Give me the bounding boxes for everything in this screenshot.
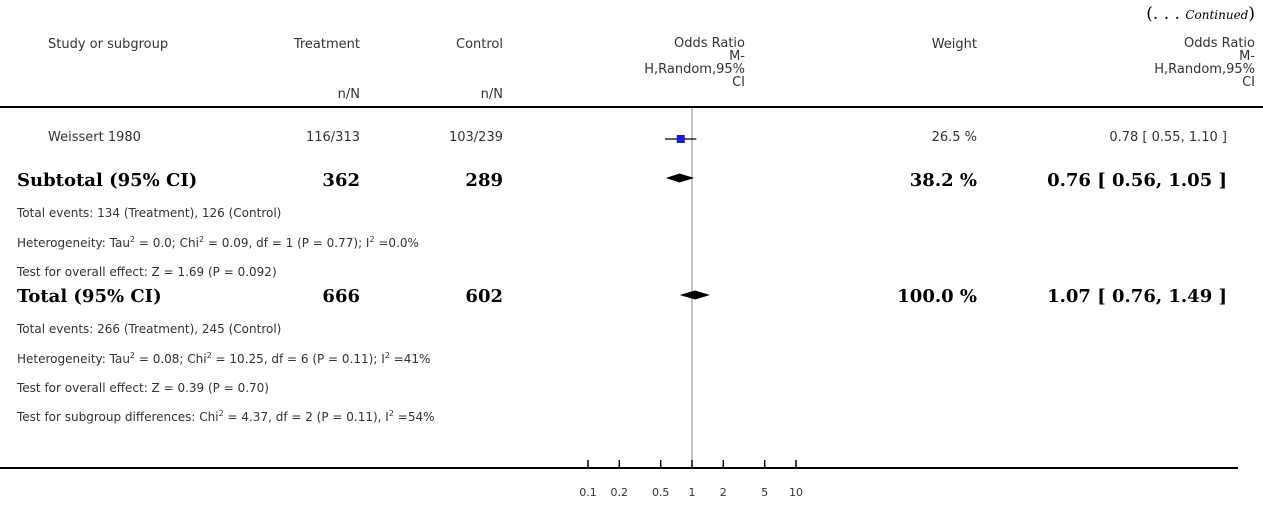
axis-tick-label: 5	[761, 486, 768, 499]
axis-tick-label: 0.2	[611, 486, 629, 499]
axis-tick-label: 1	[689, 486, 696, 499]
axis-tick-label: 10	[789, 486, 803, 499]
header-or-plot-line1: Odds Ratio	[673, 36, 745, 51]
header-treatment-unit: n/N	[337, 87, 360, 102]
study-treatment: 116/313	[305, 130, 360, 145]
total-treatment: 666	[322, 286, 360, 307]
subgroup-differences: Test for subgroup differences: Chi2 = 4.…	[17, 409, 435, 425]
total-heterogeneity: Heterogeneity: Tau2 = 0.08; Chi2 = 10.25…	[17, 351, 431, 367]
subtotal-weight: 38.2 %	[909, 170, 977, 191]
study-point-marker	[676, 135, 685, 143]
study-name: Weissert 1980	[48, 130, 141, 145]
subtotal-treatment: 362	[322, 170, 360, 191]
study-weight: 26.5 %	[931, 130, 977, 145]
subtotal-ci: 0.76 [ 0.56, 1.05 ]	[1047, 170, 1227, 191]
header-control: Control	[456, 37, 503, 52]
header-or-text-line2: M-	[1239, 49, 1255, 64]
axis-tick-label: 0.5	[652, 486, 670, 499]
subtotal-label: Subtotal (95% CI)	[17, 170, 198, 191]
study-ci: 0.78 [ 0.55, 1.10 ]	[1109, 130, 1227, 145]
header-odds-ratio-plot: Odds Ratio M- H,Random,95% CI	[644, 37, 745, 89]
header-rule	[0, 106, 1263, 108]
total-events: Total events: 266 (Treatment), 245 (Cont…	[17, 322, 282, 336]
header-control-unit: n/N	[480, 87, 503, 102]
total-diamond	[679, 290, 711, 300]
subtotal-heterogeneity: Heterogeneity: Tau2 = 0.0; Chi2 = 0.09, …	[17, 235, 419, 251]
header-or-plot-line2: M-	[729, 49, 745, 64]
study-control: 103/239	[448, 130, 503, 145]
axis-tick-label: 2	[720, 486, 727, 499]
header-odds-ratio-text: Odds Ratio M- H,Random,95% CI	[1154, 37, 1255, 89]
header-or-text-line4: CI	[1242, 75, 1255, 90]
total-test: Test for overall effect: Z = 0.39 (P = 0…	[17, 381, 269, 395]
continued-label: (. . . Continued)	[1146, 4, 1255, 24]
subtotal-diamond	[665, 173, 695, 183]
total-label: Total (95% CI)	[17, 286, 162, 307]
header-or-text-line3: H,Random,95%	[1154, 62, 1255, 77]
axis-tick-label: 0.1	[579, 486, 597, 499]
total-weight: 100.0 %	[897, 286, 977, 307]
header-treatment: Treatment	[293, 37, 360, 52]
total-ci: 1.07 [ 0.76, 1.49 ]	[1047, 286, 1227, 307]
header-or-plot-line3: H,Random,95%	[644, 62, 745, 77]
footer-rule	[0, 467, 1238, 469]
subtotal-events: Total events: 134 (Treatment), 126 (Cont…	[17, 206, 282, 220]
subtotal-test: Test for overall effect: Z = 1.69 (P = 0…	[17, 265, 277, 279]
header-weight: Weight	[931, 37, 977, 52]
header-or-text-line1: Odds Ratio	[1183, 36, 1255, 51]
total-control: 602	[465, 286, 503, 307]
subtotal-control: 289	[465, 170, 503, 191]
header-study: Study or subgroup	[48, 37, 169, 52]
header-or-plot-line4: CI	[732, 75, 745, 90]
